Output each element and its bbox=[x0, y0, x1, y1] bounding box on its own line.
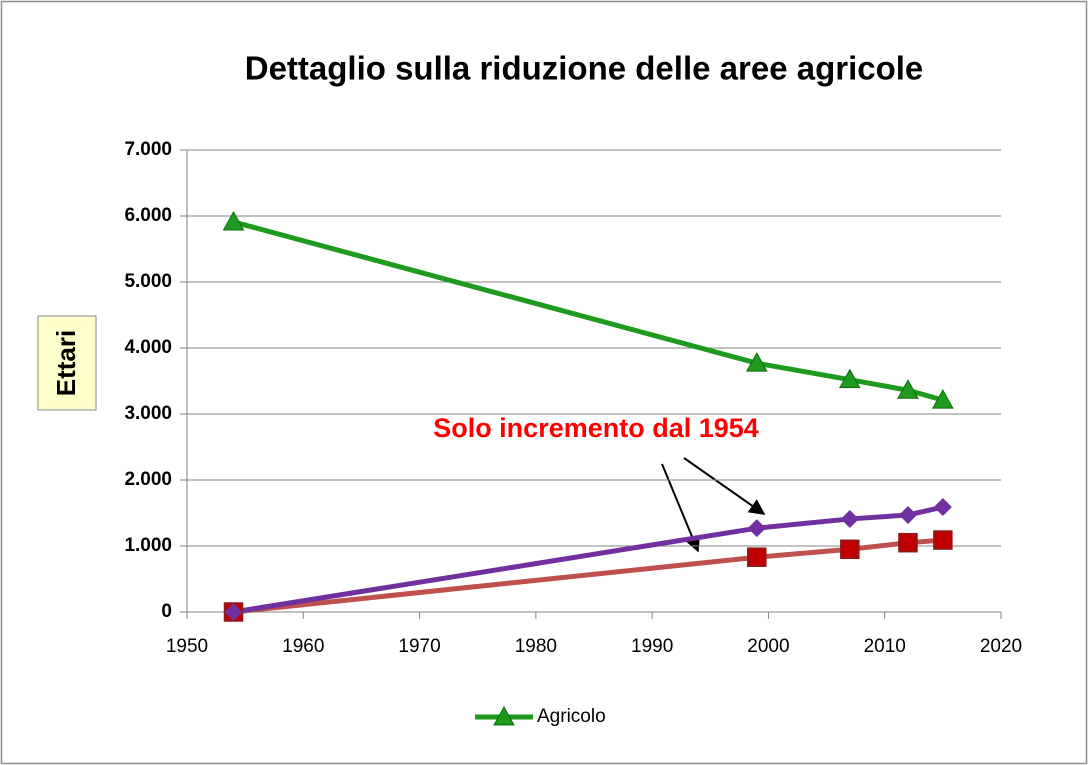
x-tick-label: 1990 bbox=[631, 636, 673, 657]
x-tick-label: 2000 bbox=[747, 636, 789, 657]
y-tick-label: 1.000 bbox=[124, 535, 172, 556]
y-tick-label: 7.000 bbox=[124, 139, 172, 160]
marker bbox=[898, 505, 917, 524]
marker bbox=[747, 519, 766, 538]
y-tick-label: 5.000 bbox=[124, 271, 172, 292]
marker bbox=[933, 530, 953, 550]
x-tick-label: 1950 bbox=[166, 636, 208, 657]
x-tick-label: 1970 bbox=[398, 636, 440, 657]
marker bbox=[745, 352, 768, 372]
legend-label: Agricolo bbox=[537, 706, 606, 727]
chart-title: Dettaglio sulla riduzione delle aree agr… bbox=[245, 50, 924, 87]
marker bbox=[933, 498, 952, 517]
x-tick-label: 2020 bbox=[980, 636, 1022, 657]
y-tick-label: 2.000 bbox=[124, 469, 172, 490]
marker bbox=[898, 532, 918, 553]
marker bbox=[840, 539, 860, 560]
y-label-box bbox=[37, 315, 97, 411]
y-tick-label: 4.000 bbox=[124, 337, 172, 358]
marker bbox=[222, 210, 245, 231]
marker bbox=[838, 368, 861, 389]
x-tick-label: 1980 bbox=[515, 636, 557, 657]
marker bbox=[897, 379, 919, 399]
y-tick-label: 0 bbox=[161, 601, 172, 622]
annotation: Solo incremento dal 1954 bbox=[433, 413, 759, 443]
marker bbox=[747, 547, 767, 567]
annotation-arrow bbox=[683, 457, 766, 515]
x-tick-label: 1960 bbox=[282, 636, 324, 657]
y-axis-label: Ettari bbox=[51, 330, 81, 396]
x-tick-label: 2010 bbox=[864, 636, 906, 657]
y-tick-label: 6.000 bbox=[124, 205, 172, 226]
y-tick-label: 3.000 bbox=[124, 403, 172, 424]
marker bbox=[932, 389, 954, 409]
marker bbox=[840, 509, 859, 528]
marker bbox=[224, 603, 243, 621]
legend-marker bbox=[493, 705, 515, 726]
